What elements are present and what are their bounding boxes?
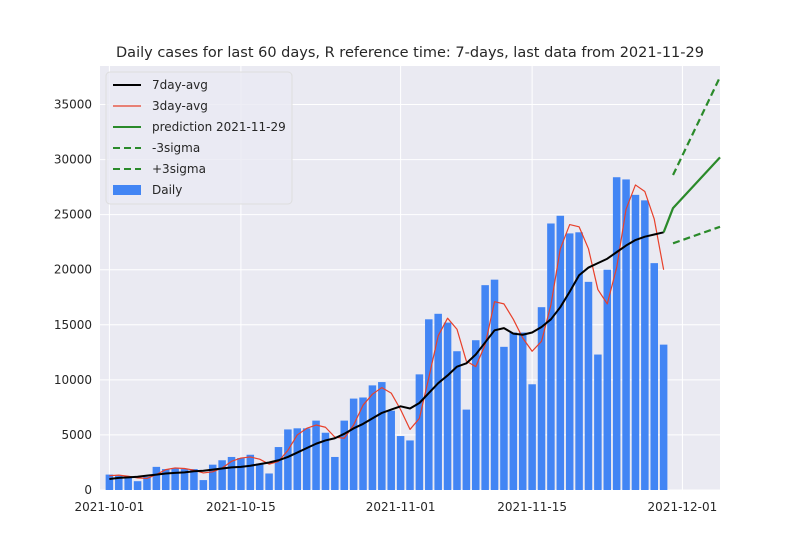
prediction-line	[662, 156, 721, 233]
daily-bar	[208, 464, 217, 490]
daily-bar	[255, 463, 264, 490]
daily-bar	[631, 194, 640, 491]
daily-bar	[302, 428, 311, 490]
daily-bar	[556, 215, 565, 491]
x-tick-label: 2021-11-15	[497, 500, 567, 514]
daily-bar	[575, 232, 583, 491]
daily-bar	[518, 332, 527, 490]
daily-bar	[425, 319, 433, 490]
daily-bar	[284, 429, 292, 490]
daily-bar	[143, 476, 151, 490]
daily-bar	[162, 469, 170, 490]
daily-bar	[133, 481, 142, 490]
y-tick-label: 20000	[54, 263, 92, 277]
daily-bar	[180, 469, 189, 490]
legend-box	[105, 71, 293, 205]
daily-bar	[331, 456, 339, 490]
daily-bar	[340, 420, 348, 490]
y-tick-label: 10000	[54, 373, 92, 387]
y-axis: 0 5000 10000 15000 20000 25000 30000 35000	[54, 98, 92, 497]
daily-bar	[378, 382, 386, 490]
daily-bar	[171, 467, 179, 490]
daily-bar	[274, 447, 283, 490]
daily-bar	[237, 458, 245, 490]
y-tick-label: 30000	[54, 153, 92, 167]
daily-bar	[481, 285, 489, 490]
legend-label: 7day-avg	[152, 78, 208, 92]
daily-bar	[124, 476, 132, 490]
minus3sigma-line	[672, 76, 721, 176]
daily-bar	[406, 440, 414, 490]
chart-title: Daily cases for last 60 days, R referenc…	[116, 45, 704, 61]
daily-bar	[500, 346, 508, 490]
daily-bar	[218, 460, 226, 490]
y-tick-label: 15000	[54, 318, 92, 332]
daily-bar	[659, 344, 668, 490]
daily-bar	[199, 480, 208, 490]
daily-bar	[453, 351, 461, 490]
legend-label: -3sigma	[152, 141, 200, 155]
daily-bar	[396, 436, 405, 490]
daily-bar	[472, 340, 480, 490]
daily-bar	[603, 269, 612, 490]
daily-bar	[547, 223, 555, 490]
y-tick-label: 0	[84, 483, 92, 497]
daily-bar	[509, 332, 518, 490]
daily-bar	[368, 385, 377, 490]
y-tick-label: 25000	[54, 208, 92, 222]
daily-bar	[537, 307, 546, 490]
daily-bar	[190, 469, 198, 490]
daily-bar	[105, 474, 114, 490]
daily-bar	[584, 281, 593, 490]
daily-bar	[650, 263, 658, 490]
daily-bar	[115, 475, 123, 490]
y-tick-label: 35000	[54, 98, 92, 112]
legend-label: Daily	[152, 183, 182, 197]
daily-bar	[227, 456, 236, 490]
daily-bar	[565, 233, 574, 490]
y-tick-label: 5000	[61, 428, 92, 442]
daily-bar	[490, 279, 499, 490]
avg3-line	[109, 184, 665, 480]
daily-bar	[321, 432, 330, 490]
legend-label: 3day-avg	[152, 99, 208, 113]
legend-swatch	[113, 185, 141, 195]
daily-bar	[434, 313, 442, 490]
daily-bar	[246, 454, 255, 490]
avg7-line	[109, 231, 664, 480]
daily-bar	[312, 420, 320, 490]
daily-bar	[359, 397, 367, 490]
daily-bar	[387, 410, 395, 490]
daily-bar	[152, 466, 161, 490]
daily-bar	[462, 409, 471, 490]
daily-bar	[415, 374, 424, 490]
series-lines	[109, 76, 721, 480]
daily-bar	[293, 428, 302, 490]
legend: 7day-avg 3day-avg prediction 2021-11-29 -3s…	[105, 71, 293, 205]
plus3sigma-line	[672, 225, 721, 245]
x-tick-label: 2021-10-01	[75, 500, 145, 514]
x-tick-label: 2021-12-01	[648, 500, 718, 514]
daily-bar	[594, 354, 602, 490]
x-tick-label: 2021-11-01	[366, 500, 436, 514]
daily-bar	[349, 398, 358, 490]
daily-bar	[622, 179, 630, 490]
legend-label: prediction 2021-11-29	[152, 120, 286, 134]
x-axis: 2021-10-01 2021-10-15 2021-11-01 2021-11-15…	[75, 500, 718, 514]
grid	[100, 66, 720, 491]
daily-bar	[443, 322, 452, 490]
daily-bars	[105, 177, 668, 491]
legend-label: +3sigma	[152, 162, 206, 176]
x-tick-label: 2021-10-15	[206, 500, 276, 514]
daily-bar	[528, 384, 536, 490]
daily-bar	[265, 473, 273, 490]
daily-bar	[612, 177, 621, 490]
daily-bar	[641, 200, 649, 490]
